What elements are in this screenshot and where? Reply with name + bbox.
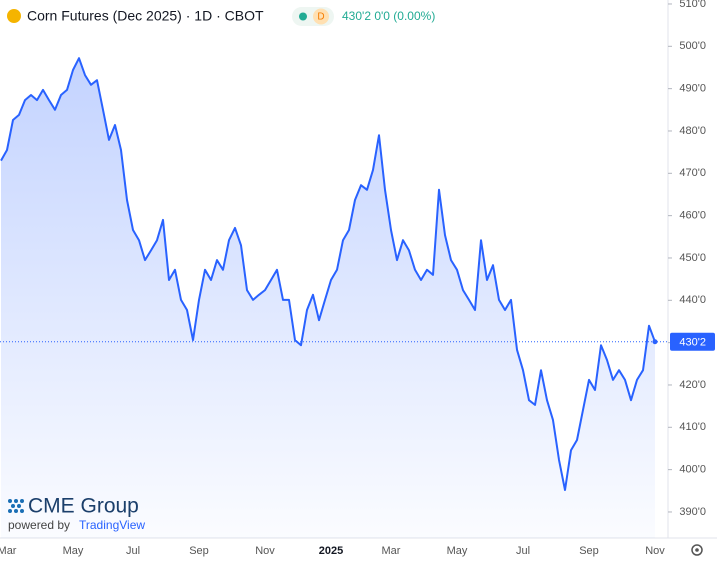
y-tick-label: 410'0 (679, 421, 706, 433)
x-tick-label: Mar (0, 545, 17, 557)
y-tick-label: 400'0 (679, 464, 706, 476)
logo: CME Group powered by TradingView (8, 495, 145, 532)
y-tick-label: 450'0 (679, 252, 706, 264)
x-tick-label: Nov (255, 545, 275, 557)
x-tick-label: Nov (645, 545, 665, 557)
last-price-badge (670, 332, 715, 351)
x-tick-label: Jul (126, 545, 140, 557)
y-tick-label: 390'0 (679, 506, 706, 518)
x-tick-label: Sep (189, 545, 209, 557)
x-tick-label: Sep (579, 545, 599, 557)
settings-icon[interactable] (691, 544, 703, 556)
x-tick-label: Jul (516, 545, 530, 557)
y-tick-label: 500'0 (679, 40, 706, 52)
chart-title: Corn Futures (Dec 2025) · 1D · CBOT (27, 8, 264, 24)
interval: D (317, 12, 324, 23)
credit: TradingView (79, 518, 145, 532)
area-fill (1, 58, 655, 538)
price-line (0, 57, 656, 491)
interval-badge (313, 8, 329, 25)
y-tick-label: 480'0 (679, 125, 706, 137)
y-tick-label: 490'0 (679, 83, 706, 95)
logo-text: CME Group (28, 495, 139, 518)
x-tick-label: May (63, 545, 84, 557)
x-tick-label: 2025 (319, 545, 343, 557)
x-tick-label: Mar (382, 545, 401, 557)
y-tick-label: 420'0 (679, 379, 706, 391)
quote: 430'2 0'0 (0.00%) (342, 9, 435, 23)
y-tick-label: 470'0 (679, 167, 706, 179)
credit-prefix: powered by (8, 518, 70, 532)
y-tick-label: 440'0 (679, 294, 706, 306)
symbol-icon (7, 9, 21, 23)
last-price-label: 430'2 (679, 337, 706, 349)
y-tick-label: 460'0 (679, 210, 706, 222)
x-tick-label: May (447, 545, 468, 557)
header: Corn Futures (Dec 2025) · 1D · CBOT D 43… (7, 7, 435, 26)
logo-icon (8, 499, 24, 513)
last-price-dot (652, 339, 658, 345)
y-tick-label: 510'0 (679, 0, 706, 10)
status-dot (299, 12, 307, 21)
